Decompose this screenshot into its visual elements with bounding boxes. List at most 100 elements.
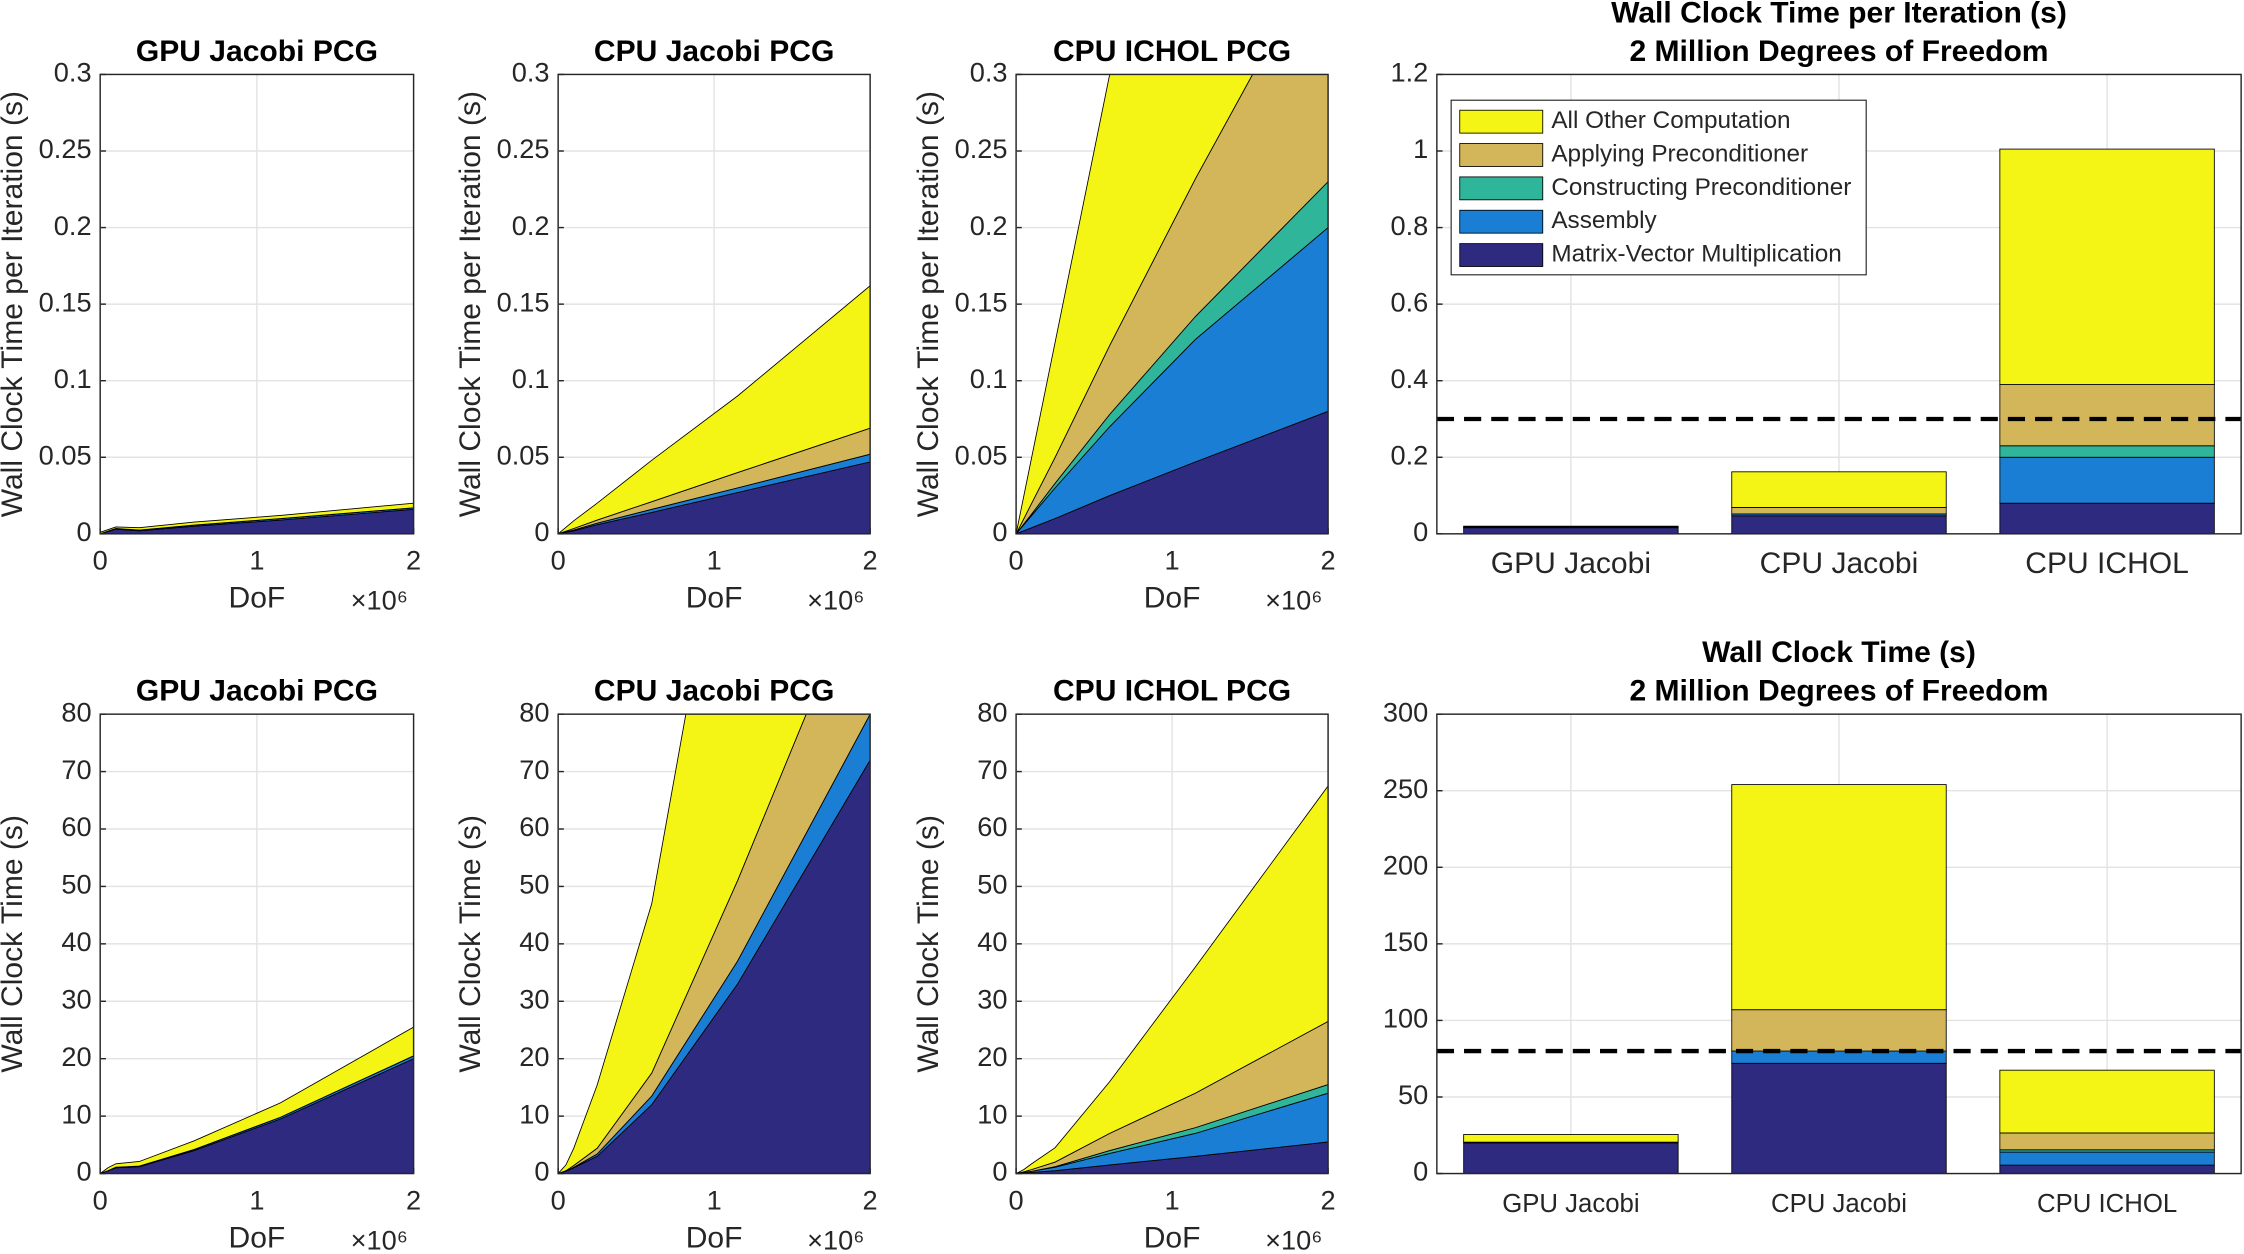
y-tick-label: 0.15 (497, 286, 550, 317)
y-tick-label: 0 (992, 516, 1007, 547)
x-axis-label: DoF (1144, 1221, 1201, 1254)
y-tick-label: 0.25 (39, 133, 92, 164)
bar-segment (1999, 148, 2215, 385)
x-tick-label: 0 (551, 545, 566, 576)
y-tick-label: 60 (519, 811, 549, 842)
subplot: GPU Jacobi PCG 0 0.05 0.1 0.15 0.2 0.25 0.3 Wall… (0, 35, 421, 616)
y-tick-label: 70 (61, 754, 91, 785)
legend-swatch (1459, 209, 1544, 234)
chart-title: 2 Million Degrees of Freedom (1629, 35, 2048, 68)
y-tick-label: 30 (977, 983, 1007, 1014)
areas (558, 714, 871, 1174)
x-tick-label: 2 (406, 545, 421, 576)
y-tick-label: 0.1 (54, 363, 92, 394)
bar-segment (1463, 1142, 1679, 1174)
x-tick-label: 1 (249, 1184, 264, 1215)
y-tick-label: 60 (61, 811, 91, 842)
bar-segment (1999, 445, 2215, 458)
y-tick-label: 80 (61, 696, 91, 727)
y-tick-label: 10 (61, 1098, 91, 1129)
x-offset-text: ×10⁶ (807, 585, 864, 616)
x-offset-text: ×10⁶ (351, 1224, 408, 1254)
y-axis-label: Wall Clock Time (s) (0, 815, 29, 1073)
legend-swatch (1459, 176, 1544, 201)
y-tick-label: 100 (1383, 1003, 1428, 1034)
legend-label: Applying Preconditioner (1551, 140, 1808, 167)
y-tick-label: 0 (1413, 1156, 1428, 1187)
chart-title: GPU Jacobi PCG (136, 675, 378, 708)
bar-segment (1731, 1009, 1947, 1052)
y-tick-label: 0.3 (54, 57, 92, 88)
y-tick-label: 0 (534, 1156, 549, 1187)
bar-segment (1731, 471, 1947, 508)
y-tick-label: 50 (977, 869, 1007, 900)
areas (558, 285, 871, 534)
y-tick-label: 0 (76, 516, 91, 547)
x-tick-label: GPU Jacobi (1491, 547, 1651, 580)
y-tick-label: 40 (977, 926, 1007, 957)
x-offset-text: ×10⁶ (807, 1224, 864, 1254)
areas (100, 1026, 414, 1174)
axes-box (1015, 73, 1329, 535)
y-tick-label: 0.3 (970, 57, 1008, 88)
y-tick-label: 200 (1383, 849, 1428, 880)
axes-box (1015, 713, 1329, 1175)
stacked-area (558, 714, 807, 1174)
x-tick-label: GPU Jacobi (1502, 1190, 1639, 1218)
y-tick-label: 0.05 (497, 439, 550, 470)
bar-segment (1463, 1134, 1679, 1143)
y-tick-label: 30 (519, 983, 549, 1014)
legend-label: All Other Computation (1551, 107, 1790, 134)
y-tick-label: 70 (977, 754, 1007, 785)
chart-title: CPU Jacobi PCG (594, 675, 834, 708)
y-tick-label: 50 (1398, 1079, 1428, 1110)
x-tick-label: 0 (93, 545, 108, 576)
x-tick-label: 1 (1165, 1184, 1180, 1215)
subplot: Wall Clock Time (s) 2 Million Degrees of … (1383, 636, 2242, 1218)
y-tick-label: 250 (1383, 773, 1428, 804)
x-tick-label: 1 (1165, 545, 1180, 576)
y-tick-label: 10 (519, 1098, 549, 1129)
bar-segment (1463, 527, 1679, 535)
y-tick-label: 0 (76, 1156, 91, 1187)
stacked-area (100, 502, 414, 534)
y-tick-label: 0.25 (497, 133, 550, 164)
y-tick-label: 0.25 (955, 133, 1008, 164)
x-offset-text: ×10⁶ (1265, 585, 1322, 616)
x-tick-label: 0 (551, 1184, 566, 1215)
y-tick-label: 40 (519, 926, 549, 957)
y-tick-label: 1 (1413, 133, 1428, 164)
y-tick-label: 30 (61, 983, 91, 1014)
bar-segment (1999, 1132, 2215, 1151)
bar-segment (1999, 1069, 2215, 1134)
y-tick-label: 80 (519, 696, 549, 727)
x-offset-text: ×10⁶ (351, 585, 408, 616)
y-tick-label: 0 (992, 1156, 1007, 1187)
x-tick-label: 1 (707, 545, 722, 576)
y-axis-label: Wall Clock Time (s) (912, 815, 945, 1073)
y-tick-label: 0.2 (54, 210, 92, 241)
y-tick-label: 0.15 (955, 286, 1008, 317)
x-tick-label: CPU Jacobi (1760, 547, 1919, 580)
chart-title: CPU ICHOL PCG (1053, 675, 1291, 708)
bar-segment (1731, 515, 1947, 535)
axes-box (557, 73, 871, 535)
x-tick-label: 0 (93, 1184, 108, 1215)
y-tick-label: 0.1 (970, 363, 1008, 394)
legend-label: Constructing Preconditioner (1551, 174, 1851, 201)
x-axis-label: DoF (686, 582, 743, 615)
y-axis-label: Wall Clock Time (s) (454, 815, 487, 1073)
y-tick-label: 0.4 (1390, 363, 1428, 394)
y-tick-label: 0 (534, 516, 549, 547)
x-tick-label: 2 (1321, 1184, 1336, 1215)
areas (100, 502, 414, 534)
x-axis-label: DoF (686, 1221, 743, 1254)
x-tick-label: CPU ICHOL (2025, 547, 2189, 580)
bar-segment (1731, 1062, 1947, 1174)
areas (1016, 785, 1329, 1174)
y-tick-label: 70 (519, 754, 549, 785)
y-tick-label: 80 (977, 696, 1007, 727)
